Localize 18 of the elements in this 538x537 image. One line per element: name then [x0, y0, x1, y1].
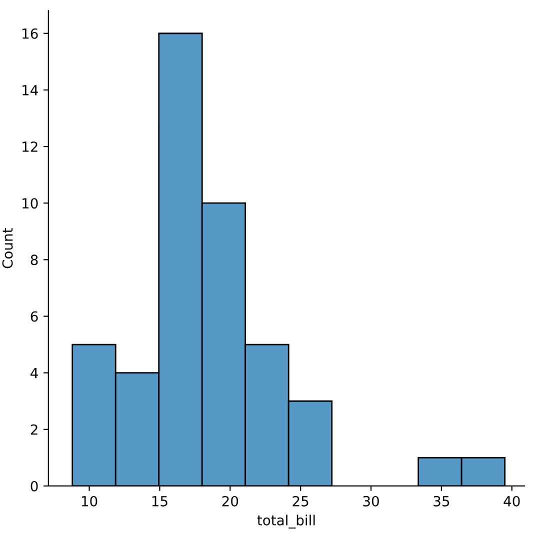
y-tick-label: 10	[22, 198, 38, 209]
x-tick-label: 40	[504, 496, 520, 506]
y-tick-label: 0	[30, 480, 38, 492]
y-tick-label: 12	[22, 141, 38, 152]
x-tick-label: 35	[434, 496, 450, 506]
y-tick-label: 6	[30, 311, 38, 322]
x-tick-label: 20	[222, 496, 238, 506]
y-tick-label: 14	[22, 85, 38, 96]
x-axis-title: total_bill	[257, 514, 315, 529]
y-tick-label: 4	[30, 368, 38, 378]
x-tick-label: 30	[363, 496, 379, 506]
y-tick-label: 2	[30, 424, 38, 435]
x-tick-label: 25	[292, 496, 308, 506]
y-axis-title: Count	[2, 228, 13, 268]
y-tick-label: 8	[30, 254, 38, 266]
x-tick-label: 10	[82, 496, 98, 506]
y-tick-label: 16	[22, 28, 38, 39]
x-tick-label: 15	[152, 496, 168, 506]
